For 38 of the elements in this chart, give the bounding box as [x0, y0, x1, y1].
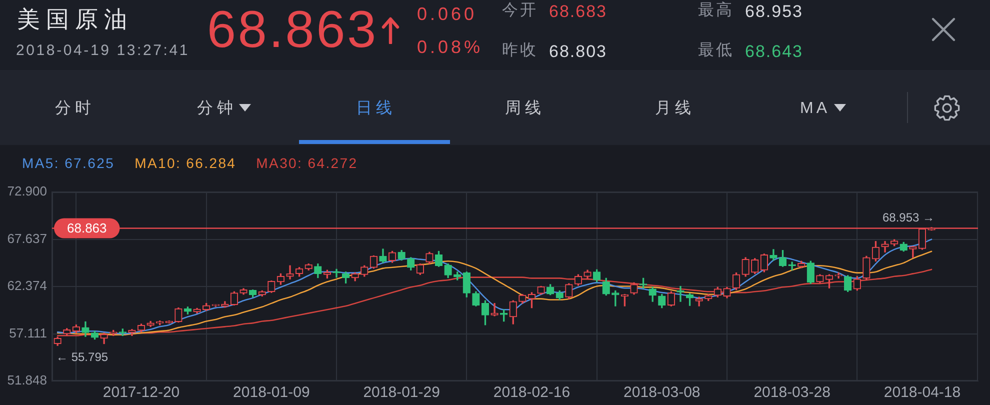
- text: 月线: [655, 100, 695, 117]
- text: 分钟: [197, 100, 237, 117]
- text: 今开: [502, 2, 538, 19]
- text: MA10: 66.284: [134, 155, 236, 171]
- text: 68.683: [549, 2, 607, 21]
- candlestick: [676, 286, 684, 302]
- chart-subtitle: 2018-04-19 13:27:41: [16, 42, 190, 59]
- text: 分时: [55, 100, 95, 117]
- text: 68.863: [207, 1, 378, 59]
- text: 68.953: [745, 2, 803, 21]
- y-tick-label: 51.848: [7, 372, 47, 388]
- x-tick-label: 2018-04-18: [884, 384, 961, 402]
- text: MA30: 64.272: [256, 155, 358, 171]
- annotation: 68.953 →: [882, 210, 935, 225]
- text: 68.643: [745, 42, 803, 61]
- text: 0.08%: [417, 37, 484, 57]
- text: 最高: [698, 2, 734, 19]
- chart-title: 美国原油: [17, 6, 133, 32]
- x-tick-label: 2018-03-08: [624, 384, 700, 402]
- text: 0.060: [417, 4, 478, 24]
- x-tick-label: 2018-01-29: [363, 384, 440, 402]
- y-tick-label: 67.637: [7, 230, 47, 246]
- x-tick-label: 2018-02-16: [493, 384, 570, 402]
- y-tick-label: 57.111: [9, 325, 47, 340]
- text: 日线: [356, 100, 396, 117]
- x-tick-label: 2018-01-09: [233, 384, 310, 402]
- text: 68.803: [549, 42, 607, 61]
- text: 最低: [698, 42, 734, 59]
- text: 周线: [505, 100, 545, 117]
- ref-line-label: 68.863: [67, 220, 107, 236]
- text: MA5: 67.625: [22, 155, 115, 171]
- x-tick-label: 2018-03-28: [754, 384, 830, 402]
- y-tick-label: 72.900: [7, 184, 47, 199]
- y-tick-label: 62.374: [7, 278, 47, 294]
- text: MA: [800, 100, 830, 117]
- text: 昨收: [502, 42, 538, 59]
- x-tick-label: 2017-12-20: [102, 384, 180, 402]
- annotation: ← 55.795: [56, 350, 108, 364]
